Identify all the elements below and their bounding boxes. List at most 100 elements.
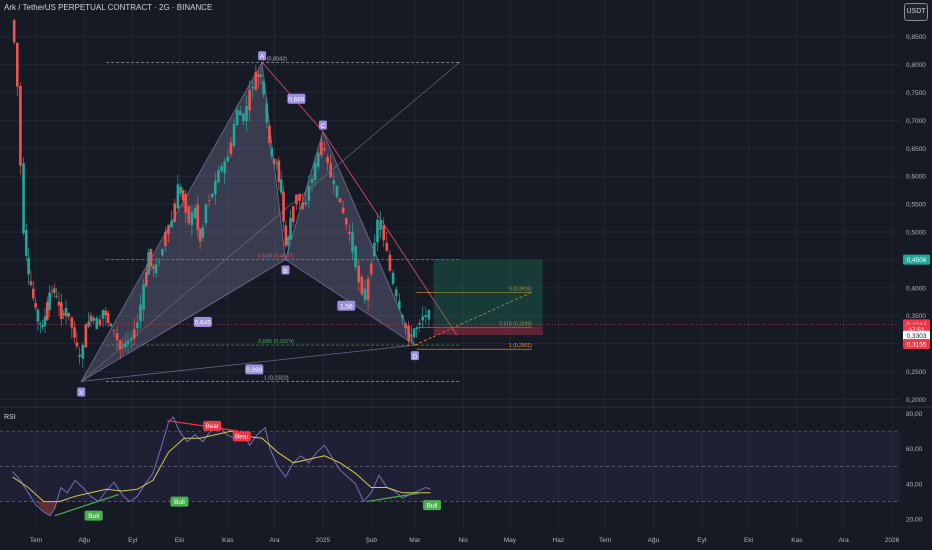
candle-body [179,186,182,194]
price-axis-label: 0,4506 [907,257,927,264]
pattern-point-label: A [260,54,265,61]
candle-body [67,312,71,317]
time-tick-label: Mar [409,537,421,544]
candle-body [351,232,354,253]
divergence-badge [423,500,442,511]
candle-body [123,343,127,347]
candle-body [31,288,35,299]
candle-body [232,124,236,146]
candle-body [19,85,22,166]
candle-body [152,266,155,269]
candle-body [12,20,16,43]
candle-body [251,86,255,89]
candle-body [298,193,301,201]
candle-body [397,300,401,309]
candle-body [204,204,208,223]
candle-body [198,229,202,242]
candle-body [196,204,200,230]
candle-body [360,276,364,295]
target-level-label: 0 (0,3916) [509,287,532,293]
ratio-label: 0,645 [195,319,212,326]
candle-body [190,212,194,226]
divergence-line [166,419,239,432]
candle-body [160,249,164,256]
price-axis-label: 0,3303 [907,333,927,340]
candle-body [229,142,233,155]
price-tick-label: 0,7500 [906,90,926,97]
candle-body [277,160,281,183]
candle-body [373,242,376,257]
time-tick-label: Şub [365,537,377,544]
candle-body [214,180,217,195]
price-tick-label: 0,8000 [906,62,926,69]
pattern-xd [81,344,415,382]
candle-body [104,310,108,316]
candle-body [187,206,191,224]
candle-body [412,328,416,338]
candle-body [248,89,251,111]
candle-body [291,206,295,223]
pattern-point-label: C [321,123,326,130]
candle-body [254,72,258,90]
candle-body [282,191,285,222]
divergence-label: Bear [235,434,250,441]
candle-body [73,327,76,338]
candles [12,18,431,368]
time-tick-label: Ağu [648,537,660,544]
candle-body [235,109,239,126]
candle-body [310,179,314,184]
candle-body [48,292,51,310]
candle-body [421,316,424,321]
time-tick-label: Tem [599,537,611,544]
candle-body [275,163,278,165]
time-tick-label: Haz [553,537,565,544]
candle-body [46,301,49,320]
rsi-title: RSI [4,414,16,421]
candle-body [27,258,30,275]
candle-body [404,323,407,329]
candle-body [167,225,170,235]
time-tick-label: Ara [839,537,850,544]
candle-body [394,289,398,297]
price-tick-label: 0,6500 [906,146,926,153]
divergence-label: Bull [174,499,185,506]
candle-body [149,248,153,267]
time-tick-label: Ağu [79,537,91,544]
candle-body [357,265,361,283]
candle-body [270,147,274,157]
pattern-point-label: X [79,390,84,397]
candle-body [173,203,177,222]
candle-body [259,74,263,77]
candle-body [245,105,248,122]
price-axis-label: 37:51 [908,327,925,334]
target-level-label: 0,618 (0,3289) [499,321,532,327]
time-tick-label: Ara [269,537,280,544]
candle-body [388,254,392,271]
price-axis-label: 0,3155 [907,341,927,348]
candle-body [50,290,54,292]
price-tick-label: 0,5000 [906,230,926,237]
candle-body [109,323,113,327]
rsi-tick-label: 60,00 [906,446,923,453]
candle-body [154,263,158,274]
candle-body [70,317,74,328]
rsi-tick-label: 80,00 [906,411,923,418]
candle-body [62,313,65,316]
ratio-badge [193,316,212,327]
candle-body [89,315,93,322]
candle-body [184,194,187,213]
candle-body [75,342,79,347]
candle-body [34,302,37,308]
currency-button[interactable]: USDT [904,3,928,21]
candle-body [341,207,345,214]
candle-body [354,246,357,268]
candle-body [98,319,102,326]
candle-body [36,309,40,322]
price-tick-label: 0,7000 [906,118,926,125]
candle-body [64,307,68,317]
candle-body [201,227,205,238]
candle-body [363,288,367,301]
ratio-label: 0,899 [246,367,263,374]
pattern-point-label: D [413,353,418,360]
